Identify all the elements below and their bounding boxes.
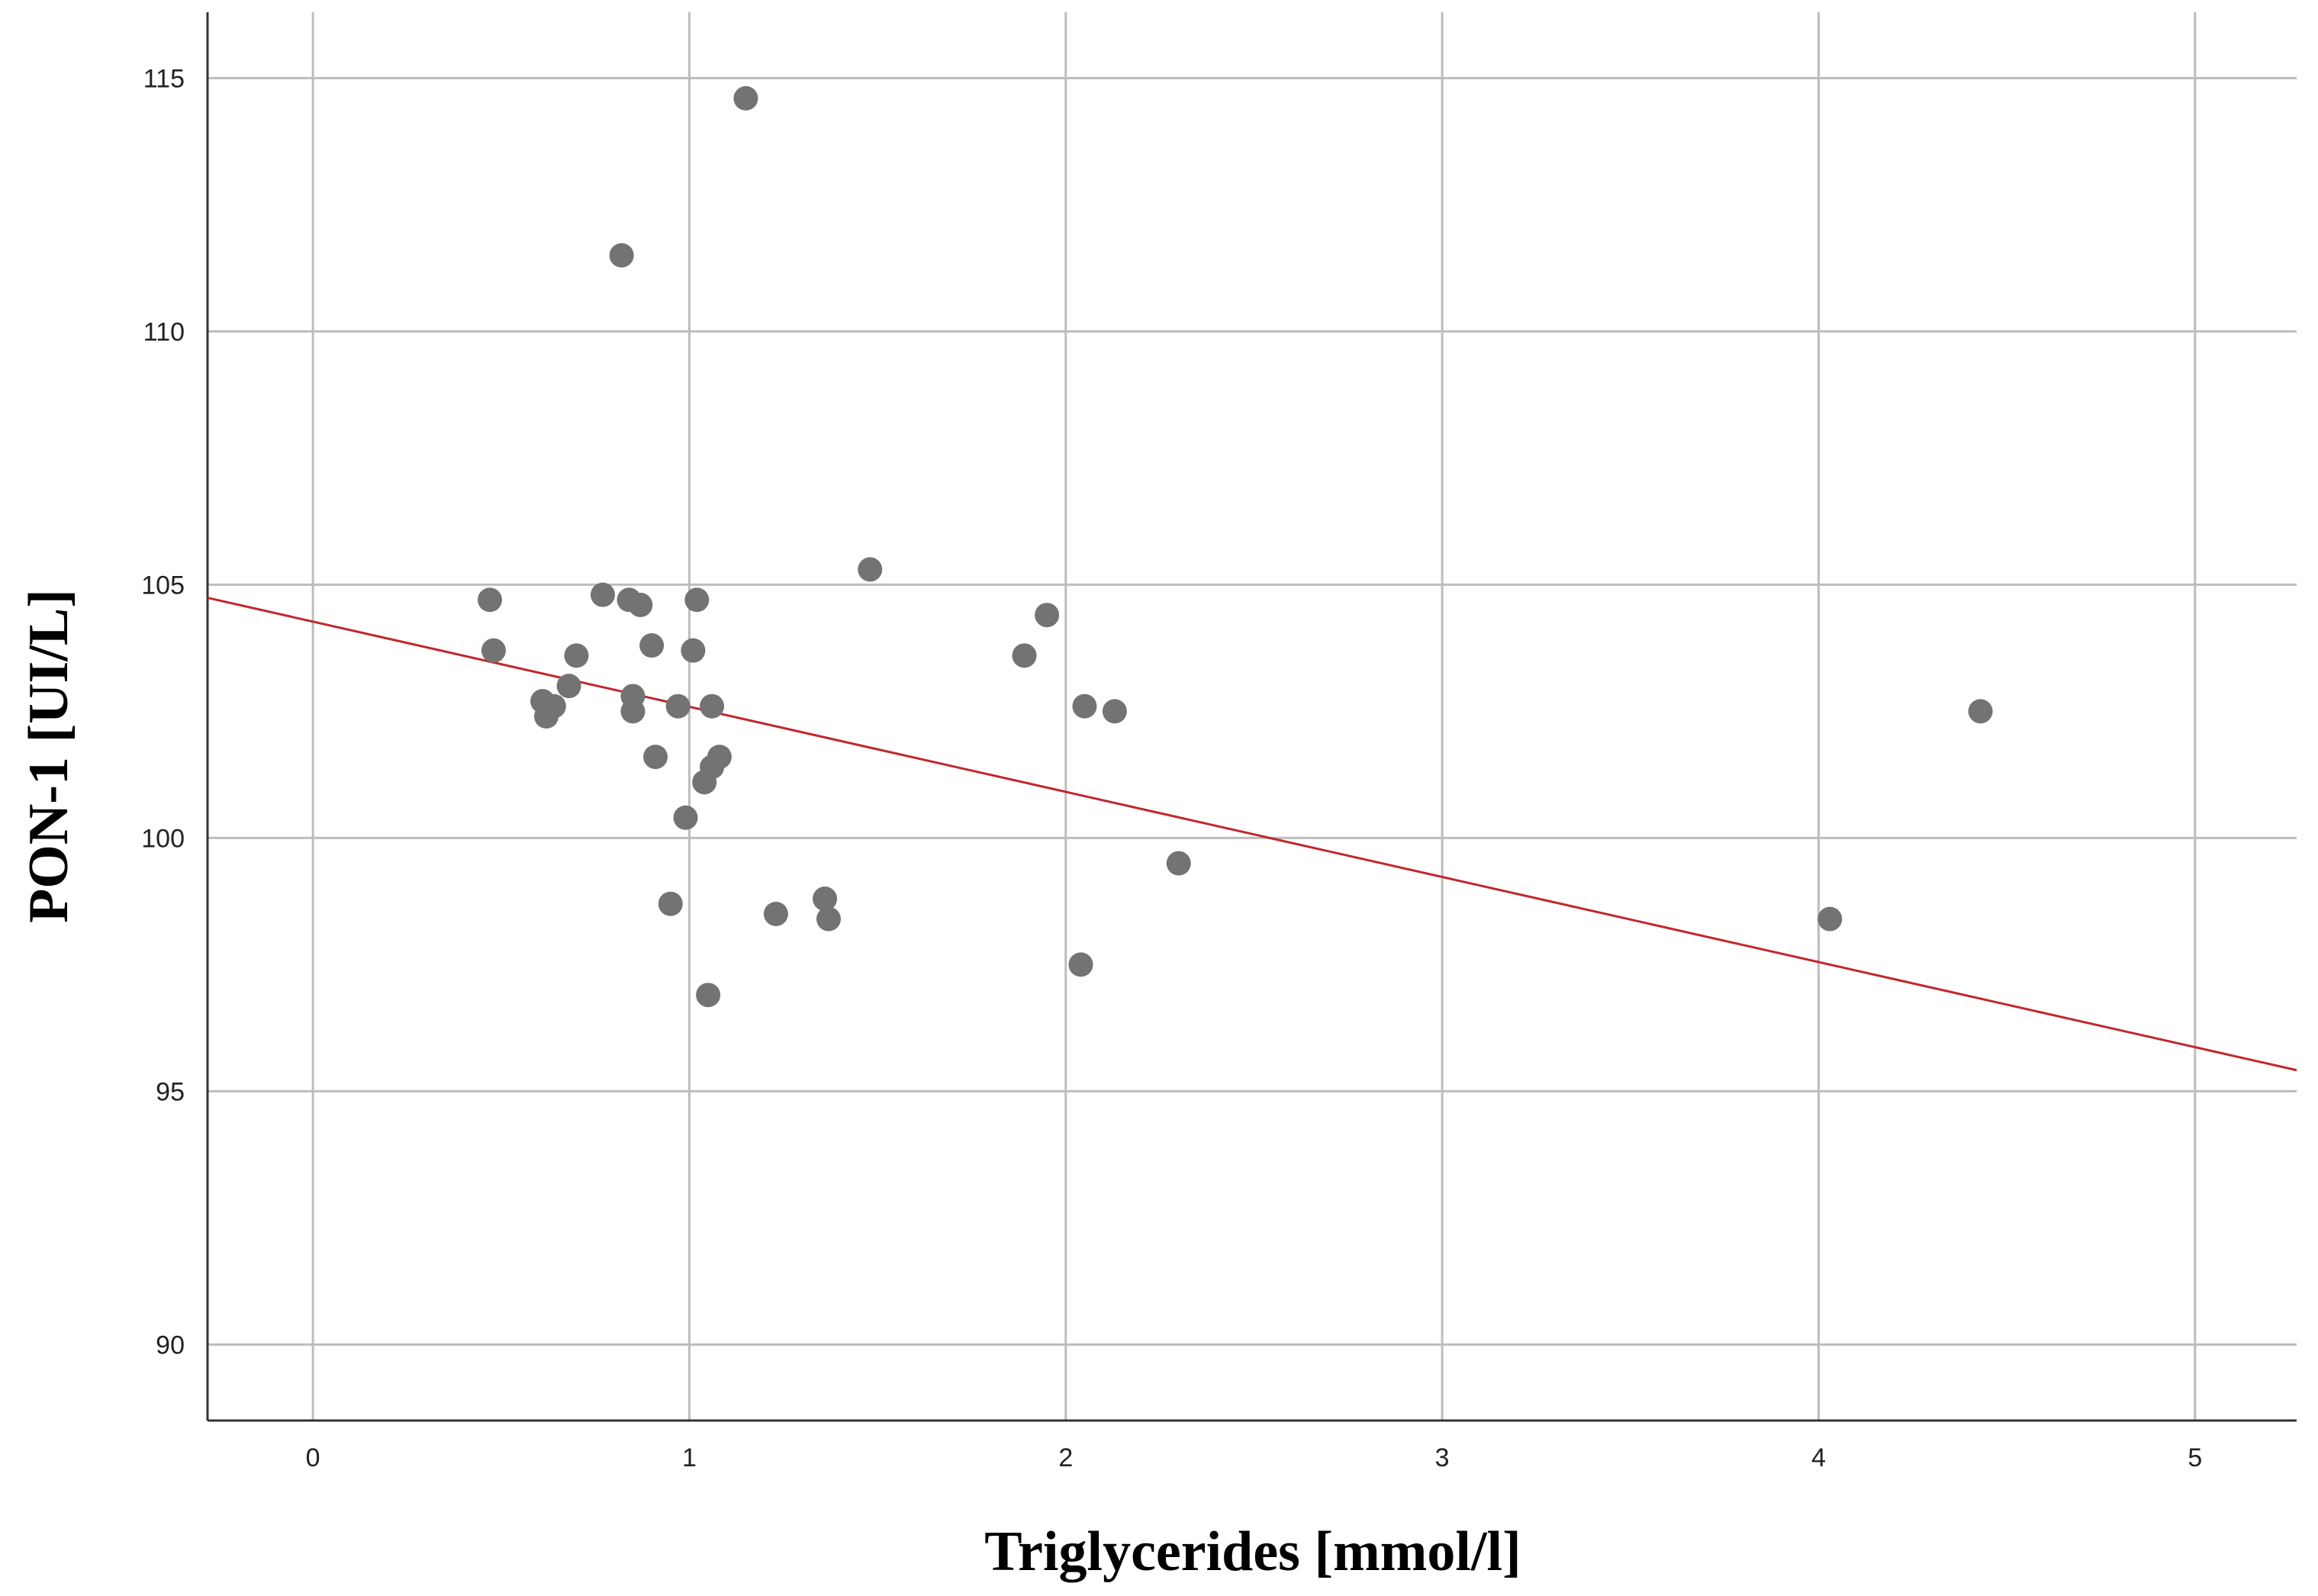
y-tick-label: 100 [141,824,185,853]
data-point [1817,906,1843,932]
data-point [763,901,788,926]
data-point [1968,699,1993,724]
data-point [681,638,706,663]
data-point [673,805,698,830]
grid [208,12,2297,1421]
y-tick-label: 90 [156,1331,185,1359]
y-tick-label: 115 [143,64,185,93]
points-layer [478,85,1993,1008]
data-point [665,693,691,719]
data-point [1102,699,1127,724]
data-point [628,592,653,617]
data-point [541,693,566,719]
data-point [858,557,883,582]
x-tick-label: 3 [1435,1443,1450,1472]
data-point [733,85,758,111]
y-tick-labels: 90 95 100 105 110 115 [141,64,185,1359]
data-point [556,674,581,699]
x-tick-label: 0 [306,1443,320,1472]
data-point [620,699,645,724]
data-point [639,633,665,658]
data-point [684,587,710,613]
data-point [696,983,721,1008]
data-point [564,643,589,668]
x-tick-label: 2 [1058,1443,1073,1472]
data-point [816,906,841,932]
data-point [1012,643,1037,668]
data-point [1072,693,1097,719]
data-point [478,587,502,613]
x-tick-label: 4 [1811,1443,1826,1472]
data-point [1035,603,1060,628]
data-point [591,582,615,607]
axes [206,12,2297,1422]
x-axis-title: Triglycerides [mmol/l] [984,1520,1521,1583]
data-point [813,886,838,912]
data-point [658,891,683,916]
data-point [1166,851,1191,876]
regression-line [207,597,2297,1072]
x-tick-labels: 0 1 2 3 4 5 [306,1443,2203,1472]
y-tick-label: 110 [143,317,185,346]
y-tick-label: 105 [141,571,185,600]
data-point [609,243,634,268]
data-point [700,693,725,719]
data-point [481,638,506,663]
y-tick-label: 95 [156,1077,185,1106]
x-tick-label: 5 [2188,1443,2202,1472]
data-point [1068,952,1093,977]
fit-line-layer [207,597,2297,1072]
data-point [643,745,668,770]
y-axis-title: PON-1 [UI/L] [18,589,80,923]
data-point [707,745,732,770]
x-tick-label: 1 [682,1443,697,1472]
